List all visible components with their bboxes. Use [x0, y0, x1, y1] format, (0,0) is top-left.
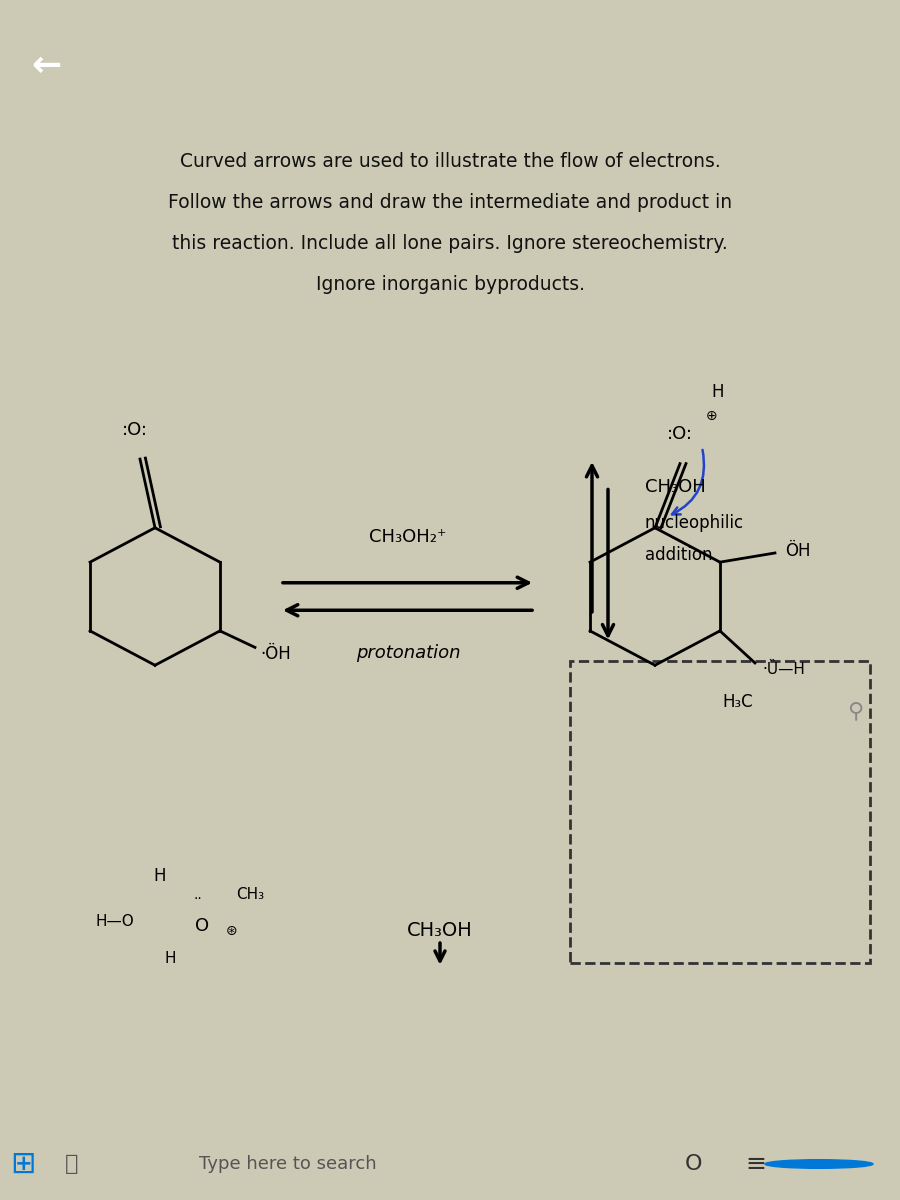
Text: CH₃OH: CH₃OH [407, 922, 472, 941]
Text: H: H [154, 866, 166, 884]
Text: Type here to search: Type here to search [199, 1154, 377, 1174]
Text: this reaction. Include all lone pairs. Ignore stereochemistry.: this reaction. Include all lone pairs. I… [172, 234, 728, 253]
Text: O: O [195, 917, 209, 936]
Text: :O:: :O: [122, 421, 148, 439]
Text: Ignore inorganic byproducts.: Ignore inorganic byproducts. [316, 276, 584, 294]
Text: H: H [712, 383, 724, 401]
Text: CH₃OH₂⁺: CH₃OH₂⁺ [369, 528, 446, 546]
Text: ⌕: ⌕ [66, 1154, 78, 1174]
Text: Curved arrows are used to illustrate the flow of electrons.: Curved arrows are used to illustrate the… [180, 151, 720, 170]
Text: Follow the arrows and draw the intermediate and product in: Follow the arrows and draw the intermedi… [168, 193, 732, 212]
FancyArrowPatch shape [672, 450, 704, 515]
Text: H: H [164, 950, 176, 966]
Text: H—O: H—O [95, 914, 134, 929]
Text: ··: ·· [194, 892, 202, 906]
Text: ⊛: ⊛ [226, 924, 238, 938]
Text: protonation: protonation [356, 644, 460, 662]
Text: addition: addition [645, 546, 713, 564]
Text: ·Ȕ—H: ·Ȕ—H [762, 662, 805, 677]
Text: ⊞: ⊞ [10, 1150, 35, 1178]
Text: ÖH: ÖH [785, 542, 811, 560]
Bar [570, 661, 870, 964]
Text: :O:: :O: [667, 425, 693, 443]
Text: ≡: ≡ [745, 1152, 767, 1176]
Circle shape [765, 1159, 873, 1169]
Text: CH₃: CH₃ [236, 887, 264, 902]
Text: O: O [684, 1154, 702, 1174]
Text: ⊕: ⊕ [706, 409, 718, 422]
Text: CH₃OH: CH₃OH [645, 478, 706, 496]
Text: ·ÖH: ·ÖH [260, 644, 291, 662]
Text: H₃C: H₃C [723, 694, 753, 712]
Text: nucleophilic: nucleophilic [645, 514, 744, 532]
Text: ⚲: ⚲ [847, 701, 863, 721]
Text: ←: ← [32, 49, 62, 83]
